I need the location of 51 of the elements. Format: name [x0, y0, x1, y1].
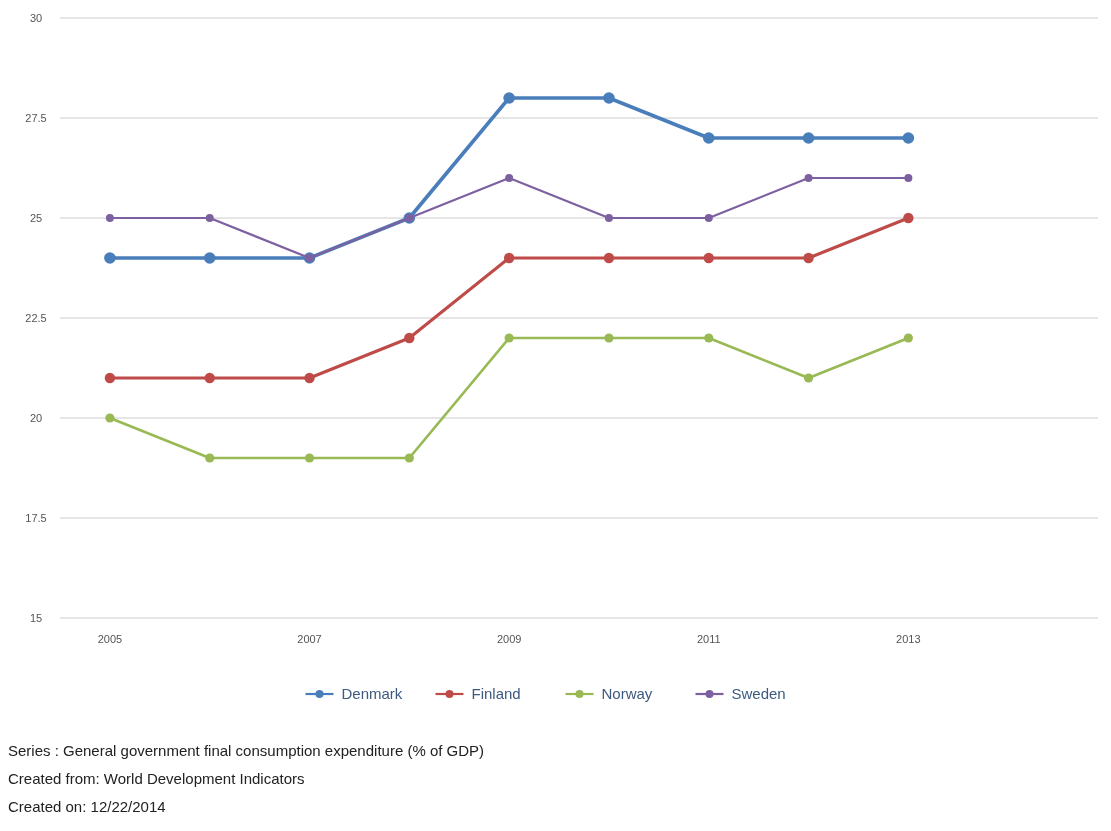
- point: [503, 252, 515, 264]
- point: [104, 372, 116, 384]
- point: [205, 214, 214, 222]
- point: [604, 333, 614, 343]
- point: [304, 372, 315, 384]
- y-tick-label: 15: [29, 611, 43, 624]
- point: [603, 252, 615, 264]
- point: [504, 333, 514, 343]
- point: [105, 214, 114, 222]
- y-tick-label: 17.5: [25, 511, 47, 524]
- point: [204, 372, 215, 384]
- point: [702, 132, 715, 144]
- point: [704, 214, 713, 222]
- text: Series : General government final consumption expenditure (% of GDP): [8, 742, 485, 759]
- point: [203, 252, 216, 264]
- point: [804, 174, 813, 182]
- y-tick-label: 27.5: [25, 111, 47, 124]
- point: [904, 174, 913, 182]
- point: [503, 92, 515, 104]
- point: [404, 332, 415, 344]
- legend-label: Norway: [601, 685, 653, 703]
- legend-label: Sweden: [731, 685, 786, 703]
- text: Created on: 12/22/2014: [8, 798, 166, 815]
- y-tick-label: 22.5: [25, 311, 47, 324]
- x-tick-label: 2011: [696, 633, 721, 645]
- point: [505, 174, 514, 182]
- y-tick-label: 20: [29, 411, 43, 424]
- point: [903, 333, 913, 343]
- y-tick-label: 25: [29, 211, 43, 224]
- x-tick-label: 2009: [496, 633, 522, 645]
- point: [704, 333, 714, 343]
- legend-label: Denmark: [341, 685, 403, 703]
- point: [603, 92, 615, 104]
- x-tick-label: 2007: [297, 633, 322, 645]
- point: [803, 252, 814, 264]
- x-tick-label: 2005: [97, 633, 123, 645]
- point: [105, 413, 115, 423]
- point: [802, 132, 815, 144]
- point: [803, 373, 814, 383]
- y-tick-label: 30: [29, 11, 43, 24]
- point: [903, 212, 914, 224]
- text: Created from: World Development Indicators: [8, 770, 305, 787]
- legend-label: Finland: [471, 685, 521, 703]
- point: [902, 132, 915, 144]
- point: [703, 252, 714, 264]
- point: [104, 252, 116, 264]
- point: [205, 453, 215, 463]
- point: [304, 453, 315, 463]
- point: [404, 453, 414, 463]
- point: [604, 214, 613, 222]
- x-tick-label: 2013: [896, 633, 921, 645]
